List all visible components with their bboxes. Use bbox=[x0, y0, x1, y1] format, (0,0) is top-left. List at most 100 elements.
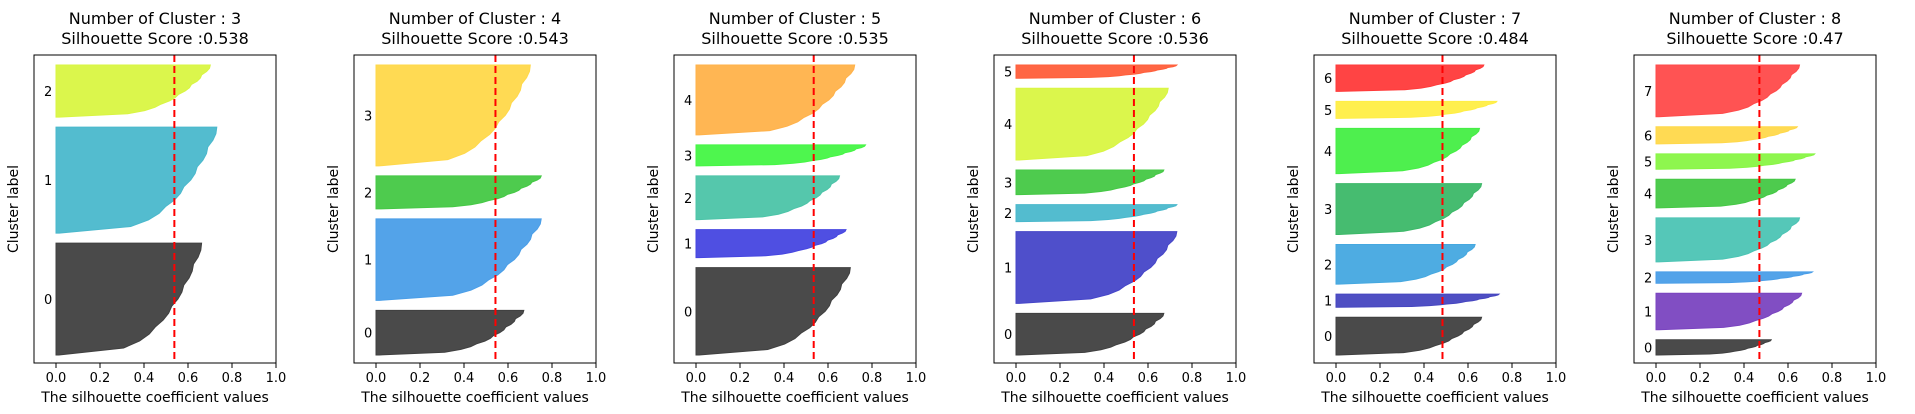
x-tick-label: 0.0 bbox=[1326, 371, 1347, 386]
subplot-subtitle: Silhouette Score :0.484 bbox=[1341, 29, 1529, 48]
cluster-label: 2 bbox=[1644, 272, 1652, 287]
x-axis-label: The silhouette coefficient values bbox=[360, 390, 589, 406]
cluster-label: 5 bbox=[1324, 104, 1332, 119]
cluster-label: 0 bbox=[44, 293, 52, 308]
cluster-label: 2 bbox=[684, 192, 692, 207]
x-tick-label: 0.8 bbox=[1502, 371, 1523, 386]
cluster-band-5 bbox=[1015, 64, 1179, 79]
cluster-band-2 bbox=[1015, 204, 1178, 223]
x-tick-label: 0.4 bbox=[1094, 371, 1115, 386]
x-tick-label: 0.4 bbox=[774, 371, 795, 386]
cluster-band-2 bbox=[1335, 244, 1476, 285]
cluster-band-5 bbox=[1655, 153, 1816, 170]
cluster-band-3 bbox=[695, 144, 867, 167]
x-tick-label: 0.6 bbox=[818, 371, 839, 386]
cluster-band-3 bbox=[1335, 183, 1483, 235]
cluster-label: 2 bbox=[44, 85, 52, 100]
cluster-band-4 bbox=[695, 64, 856, 136]
cluster-band-0 bbox=[1655, 339, 1773, 356]
x-tick-label: 0.4 bbox=[134, 371, 155, 386]
cluster-label: 3 bbox=[684, 149, 692, 164]
x-tick-label: 0.6 bbox=[178, 371, 199, 386]
x-tick-label: 0.6 bbox=[498, 371, 519, 386]
x-tick-label: 0.8 bbox=[1822, 371, 1843, 386]
cluster-label: 0 bbox=[364, 327, 372, 342]
cluster-label: 5 bbox=[1644, 156, 1652, 171]
x-tick-label: 0.0 bbox=[366, 371, 387, 386]
x-tick-label: 0.2 bbox=[1050, 371, 1071, 386]
cluster-band-0 bbox=[375, 309, 525, 356]
cluster-band-6 bbox=[1335, 64, 1485, 92]
cluster-band-4 bbox=[1335, 127, 1481, 175]
x-tick-label: 0.2 bbox=[730, 371, 751, 386]
x-tick-label: 0.8 bbox=[1182, 371, 1203, 386]
cluster-band-1 bbox=[695, 229, 847, 259]
cluster-band-0 bbox=[695, 267, 851, 356]
cluster-label: 0 bbox=[1324, 330, 1332, 345]
cluster-label: 5 bbox=[1004, 66, 1012, 81]
x-axis-label: The silhouette coefficient values bbox=[1320, 390, 1549, 406]
x-tick-label: 0.8 bbox=[862, 371, 883, 386]
cluster-label: 4 bbox=[1644, 188, 1652, 203]
subplot-subtitle: Silhouette Score :0.538 bbox=[61, 29, 249, 48]
cluster-label: 6 bbox=[1644, 129, 1652, 144]
plot-frame bbox=[1633, 54, 1877, 364]
plot-frame bbox=[993, 54, 1237, 364]
cluster-band-0 bbox=[1015, 312, 1165, 356]
cluster-label: 1 bbox=[1324, 295, 1332, 310]
y-axis-label: Cluster label bbox=[326, 165, 342, 253]
x-tick-label: 0.0 bbox=[686, 371, 707, 386]
subplot-subtitle: Silhouette Score :0.535 bbox=[701, 29, 889, 48]
y-axis-label: Cluster label bbox=[646, 165, 662, 253]
cluster-band-6 bbox=[1655, 126, 1799, 145]
cluster-band-4 bbox=[1655, 178, 1796, 209]
cluster-band-1 bbox=[1335, 293, 1501, 308]
cluster-band-3 bbox=[1015, 169, 1165, 196]
y-axis-label: Cluster label bbox=[1286, 165, 1302, 253]
x-axis-label: The silhouette coefficient values bbox=[1640, 390, 1869, 406]
cluster-band-5 bbox=[1335, 100, 1498, 119]
cluster-label: 2 bbox=[1324, 258, 1332, 273]
subplot-subtitle: Silhouette Score :0.47 bbox=[1666, 29, 1843, 48]
cluster-label: 3 bbox=[1324, 203, 1332, 218]
subplot-title: Number of Cluster : 4 bbox=[389, 9, 561, 28]
cluster-label: 1 bbox=[1644, 306, 1652, 321]
cluster-label: 3 bbox=[1644, 234, 1652, 249]
cluster-band-3 bbox=[375, 64, 531, 167]
subplot-subtitle: Silhouette Score :0.543 bbox=[381, 29, 569, 48]
x-tick-label: 0.0 bbox=[1006, 371, 1027, 386]
cluster-band-7 bbox=[1655, 64, 1801, 118]
cluster-band-2 bbox=[1655, 271, 1814, 284]
subplot-title: Number of Cluster : 8 bbox=[1669, 9, 1841, 28]
cluster-label: 0 bbox=[1644, 341, 1652, 356]
cluster-label: 4 bbox=[1324, 145, 1332, 160]
x-tick-label: 0.6 bbox=[1458, 371, 1479, 386]
cluster-label: 1 bbox=[364, 254, 372, 269]
cluster-label: 4 bbox=[1004, 118, 1012, 133]
cluster-label: 3 bbox=[1004, 176, 1012, 191]
x-tick-label: 0.8 bbox=[542, 371, 563, 386]
x-tick-label: 1.0 bbox=[586, 371, 607, 386]
cluster-label: 4 bbox=[684, 94, 692, 109]
cluster-band-0 bbox=[55, 242, 203, 356]
cluster-band-1 bbox=[55, 126, 218, 234]
cluster-label: 6 bbox=[1324, 72, 1332, 87]
x-tick-label: 0.2 bbox=[90, 371, 111, 386]
x-tick-label: 1.0 bbox=[1546, 371, 1567, 386]
cluster-band-0 bbox=[1335, 316, 1483, 356]
x-tick-label: 0.2 bbox=[1690, 371, 1711, 386]
cluster-band-2 bbox=[375, 175, 542, 210]
cluster-label: 3 bbox=[364, 109, 372, 124]
x-tick-label: 1.0 bbox=[266, 371, 287, 386]
cluster-label: 2 bbox=[364, 186, 372, 201]
cluster-band-1 bbox=[1655, 292, 1803, 331]
y-axis-label: Cluster label bbox=[6, 165, 22, 253]
cluster-label: 1 bbox=[44, 174, 52, 189]
y-axis-label: Cluster label bbox=[966, 165, 982, 253]
cluster-label: 1 bbox=[684, 238, 692, 253]
cluster-band-4 bbox=[1015, 87, 1169, 161]
x-tick-label: 0.4 bbox=[1734, 371, 1755, 386]
